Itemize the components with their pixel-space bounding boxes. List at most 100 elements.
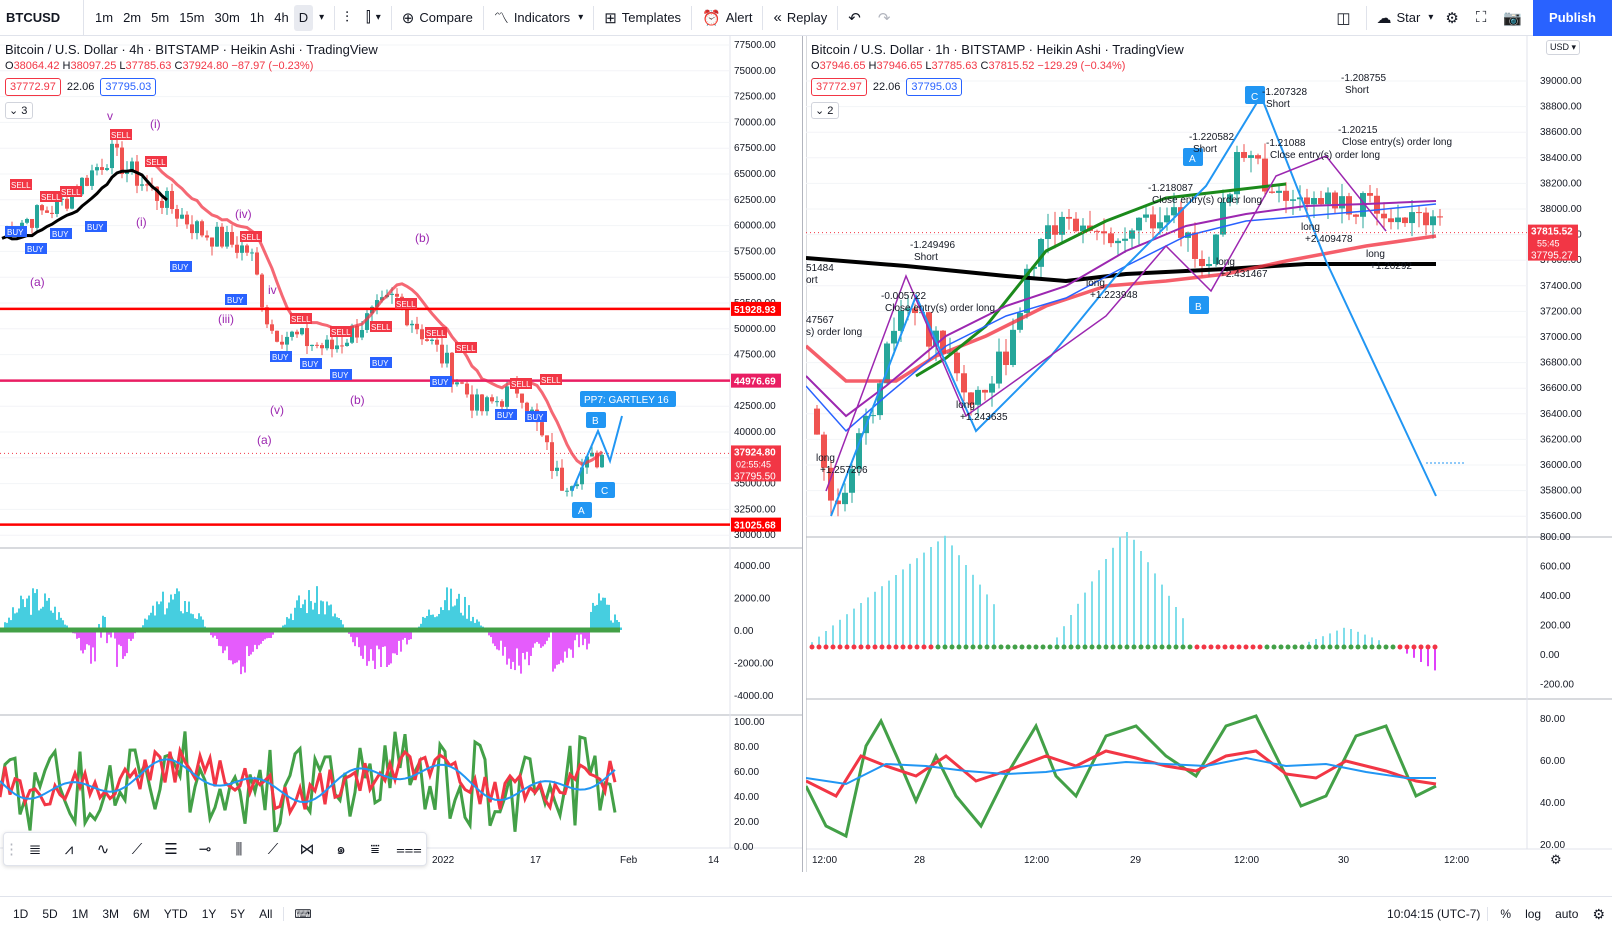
price-tick: 55000.00	[734, 272, 776, 283]
macd-histogram-bar	[170, 594, 172, 630]
fib-tool-icon[interactable]: ☰	[164, 841, 178, 858]
timeframe-1h[interactable]: 1h	[249, 10, 265, 25]
chart-settings-button[interactable]: ⚙	[1585, 906, 1612, 923]
range-6m[interactable]: 6M	[133, 907, 150, 921]
timeframe-15m[interactable]: 15m	[179, 10, 205, 25]
left-indicator-collapse[interactable]: ⌄ 3	[5, 102, 33, 119]
left-spread: 22.06	[66, 81, 95, 93]
macd-histogram-bar	[582, 630, 584, 646]
range-5y[interactable]: 5Y	[230, 907, 246, 921]
grip-icon[interactable]: ⋮	[4, 841, 19, 858]
horizontal-line-icon[interactable]: ⊸	[198, 841, 212, 858]
timeframe-dropdown[interactable]: ▾	[313, 0, 330, 36]
compare-button[interactable]: ⊕ Compare	[396, 0, 479, 36]
timeframe-4h[interactable]: 4h	[274, 10, 289, 25]
macd-histogram-bar	[1105, 559, 1107, 647]
macd-histogram-bar	[224, 630, 226, 651]
indicators-icon: 〽	[493, 10, 509, 27]
calendar-icon: ⌨	[294, 907, 312, 921]
percent-toggle[interactable]: %	[1487, 907, 1518, 921]
right-chart-pane[interactable]: 39000.00 38800.00 38600.00 38400.00 38200.00…	[806, 36, 1612, 872]
publish-button[interactable]: Publish	[1533, 0, 1612, 36]
sell-marker	[540, 374, 562, 385]
indicators-button[interactable]: 〽 Indicators ▾	[488, 0, 589, 36]
left-sell-price[interactable]: 37772.97	[5, 78, 61, 96]
settings-button[interactable]: ⚙	[1439, 0, 1469, 36]
right-buy-price[interactable]: 37795.03	[906, 78, 963, 96]
timeframe-1m[interactable]: 1m	[95, 10, 114, 25]
wave-tool-icon[interactable]: ∿	[96, 841, 110, 858]
date-range-button[interactable]: ⌨	[283, 907, 318, 921]
ray-tool-icon[interactable]: ⟋	[267, 840, 279, 858]
range-1y[interactable]: 1Y	[201, 907, 217, 921]
macd-histogram-bar	[470, 621, 472, 630]
symbol-search[interactable]: BTCUSD	[0, 0, 84, 36]
macd-signal-dot	[1264, 644, 1270, 650]
sell-marker	[510, 378, 532, 389]
snapshot-button[interactable]: 📷	[1497, 0, 1533, 36]
candle-body	[260, 274, 264, 308]
macd-signal-dot	[1292, 644, 1298, 650]
right-indicator-collapse[interactable]: ⌄ 2	[811, 102, 839, 119]
macd-histogram-bar	[32, 588, 34, 630]
macd-histogram-bar	[146, 619, 148, 630]
macd-histogram-bar	[340, 619, 342, 630]
log-toggle[interactable]: log	[1525, 907, 1542, 921]
undo-button[interactable]: ↶	[842, 0, 872, 36]
pattern-tool-icon[interactable]: ⩘	[64, 840, 74, 858]
macd-histogram-bar	[36, 589, 38, 630]
price-tick: 37600.00	[1540, 255, 1582, 266]
macd-histogram-bar	[144, 618, 146, 630]
macd-histogram-bar	[52, 612, 54, 630]
candle-body	[595, 452, 599, 468]
macd-signal-dot	[1215, 644, 1221, 650]
currency-selector[interactable]: USD ▾	[1546, 40, 1581, 55]
macd-histogram-bar	[22, 599, 24, 630]
channel-tool-icon[interactable]: ⩸	[370, 840, 380, 858]
right-chart-canvas[interactable]: 39000.00 38800.00 38600.00 38400.00 38200.00…	[806, 36, 1612, 872]
right-sell-price[interactable]: 37772.97	[811, 78, 867, 96]
fullscreen-button[interactable]: ⛶	[1470, 0, 1498, 36]
left-chart-pane[interactable]: 77500.00 75000.00 72500.00 70000.00 67500.00…	[0, 36, 803, 872]
ruler-tool-icon[interactable]: ⩶	[396, 840, 422, 858]
macd-signal-dot	[1005, 644, 1011, 650]
redo-button[interactable]: ↷	[872, 0, 902, 36]
xabcd-tool-icon[interactable]: ⋈	[299, 841, 315, 858]
range-5d[interactable]: 5D	[42, 907, 58, 921]
clock[interactable]: 10:04:15 (UTC-7)	[1387, 907, 1481, 921]
auto-toggle[interactable]: auto	[1555, 907, 1579, 921]
price-tick: 36400.00	[1540, 409, 1582, 420]
macd-signal-dot	[1187, 644, 1193, 650]
macd-histogram-bar	[256, 630, 258, 650]
bar-type-button[interactable]: ⫿ ▾	[360, 0, 387, 36]
star-button[interactable]: ☁ Star ▾	[1371, 0, 1440, 36]
range-all[interactable]: All	[259, 907, 273, 921]
range-1d[interactable]: 1D	[13, 907, 29, 921]
wave-label: (v)	[270, 403, 284, 417]
rsi-mid-line	[0, 745, 617, 817]
timeframe-30m[interactable]: 30m	[214, 10, 240, 25]
alert-button[interactable]: ⏰ Alert	[696, 0, 758, 36]
replay-button[interactable]: « Replay	[767, 0, 833, 36]
sell-marker	[40, 191, 62, 202]
chart-type-button[interactable]: ⫶	[339, 0, 360, 36]
layout-button[interactable]: ◫	[1330, 0, 1361, 36]
left-buy-price[interactable]: 37795.03	[100, 78, 157, 96]
range-1m[interactable]: 1M	[71, 907, 89, 921]
timeframe-D[interactable]: D	[293, 4, 314, 31]
timeframe-2m[interactable]: 2m	[123, 10, 142, 25]
range-ytd[interactable]: YTD	[163, 907, 188, 921]
undo-icon: ↶	[848, 9, 861, 27]
lines-tool-icon[interactable]: ≣	[28, 841, 42, 858]
gann-tool-icon[interactable]: ⫼	[235, 840, 243, 858]
spiral-tool-icon[interactable]: ๑	[336, 841, 346, 858]
templates-button[interactable]: ⊞ Templates	[598, 0, 687, 36]
macd-signal-dot	[1313, 644, 1319, 650]
candle-body	[105, 168, 109, 170]
macd-signal-dot	[949, 644, 955, 650]
left-chart-canvas[interactable]: 77500.00 75000.00 72500.00 70000.00 67500.00…	[0, 36, 803, 872]
timeframe-5m[interactable]: 5m	[151, 10, 170, 25]
range-3m[interactable]: 3M	[102, 907, 120, 921]
trendline-tool-icon[interactable]: ⟋	[131, 840, 143, 858]
candle-body	[1115, 240, 1121, 244]
